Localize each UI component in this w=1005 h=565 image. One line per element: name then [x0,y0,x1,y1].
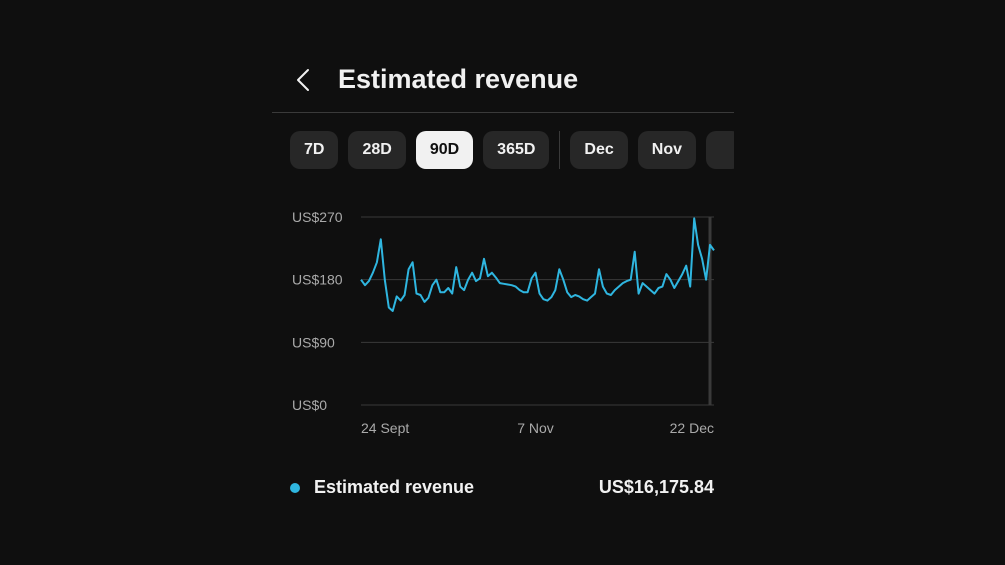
chevron-left-icon [297,69,309,91]
y-tick-label: US$270 [292,209,343,225]
revenue-chart: US$270 US$180 US$90 US$0 24 Sept 7 Nov 22 Dec [272,200,734,445]
x-tick-label: 22 Dec [670,420,714,436]
date-range-chip[interactable]: 28D [348,131,406,169]
revenue-series-line [360,217,715,312]
date-range-chip[interactable]: Dec [570,131,628,169]
y-tick-label: US$90 [292,334,335,350]
date-range-chip[interactable]: Nov [637,131,697,169]
chip-divider [559,131,561,169]
back-button[interactable] [290,66,318,94]
date-range-chip[interactable]: 90D [415,131,474,169]
date-range-chips: 7D 28D 90D 365D Dec Nov [290,131,734,169]
date-range-chip[interactable]: 365D [483,131,550,169]
page-title: Estimated revenue [338,64,579,94]
legend-total-value: US$16,175.84 [598,477,714,497]
date-range-chip[interactable]: 7D [290,131,339,169]
revenue-chart-svg: US$270 US$180 US$90 US$0 24 Sept 7 Nov 22 Dec [292,209,715,436]
y-tick-label: US$0 [292,397,327,413]
x-tick-label: 7 Nov [517,420,554,436]
date-range-chip[interactable] [706,131,734,169]
x-tick-label: 24 Sept [361,420,409,436]
chart-legend: Estimated revenue US$16,175.84 [272,470,734,506]
page-header: Estimated revenue [272,52,734,113]
legend-label: Estimated revenue [314,477,475,497]
legend-dot-icon [290,483,300,493]
y-tick-label: US$180 [292,272,343,288]
analytics-panel: Estimated revenue 7D 28D 90D 365D Dec Nov US$… [272,0,734,565]
